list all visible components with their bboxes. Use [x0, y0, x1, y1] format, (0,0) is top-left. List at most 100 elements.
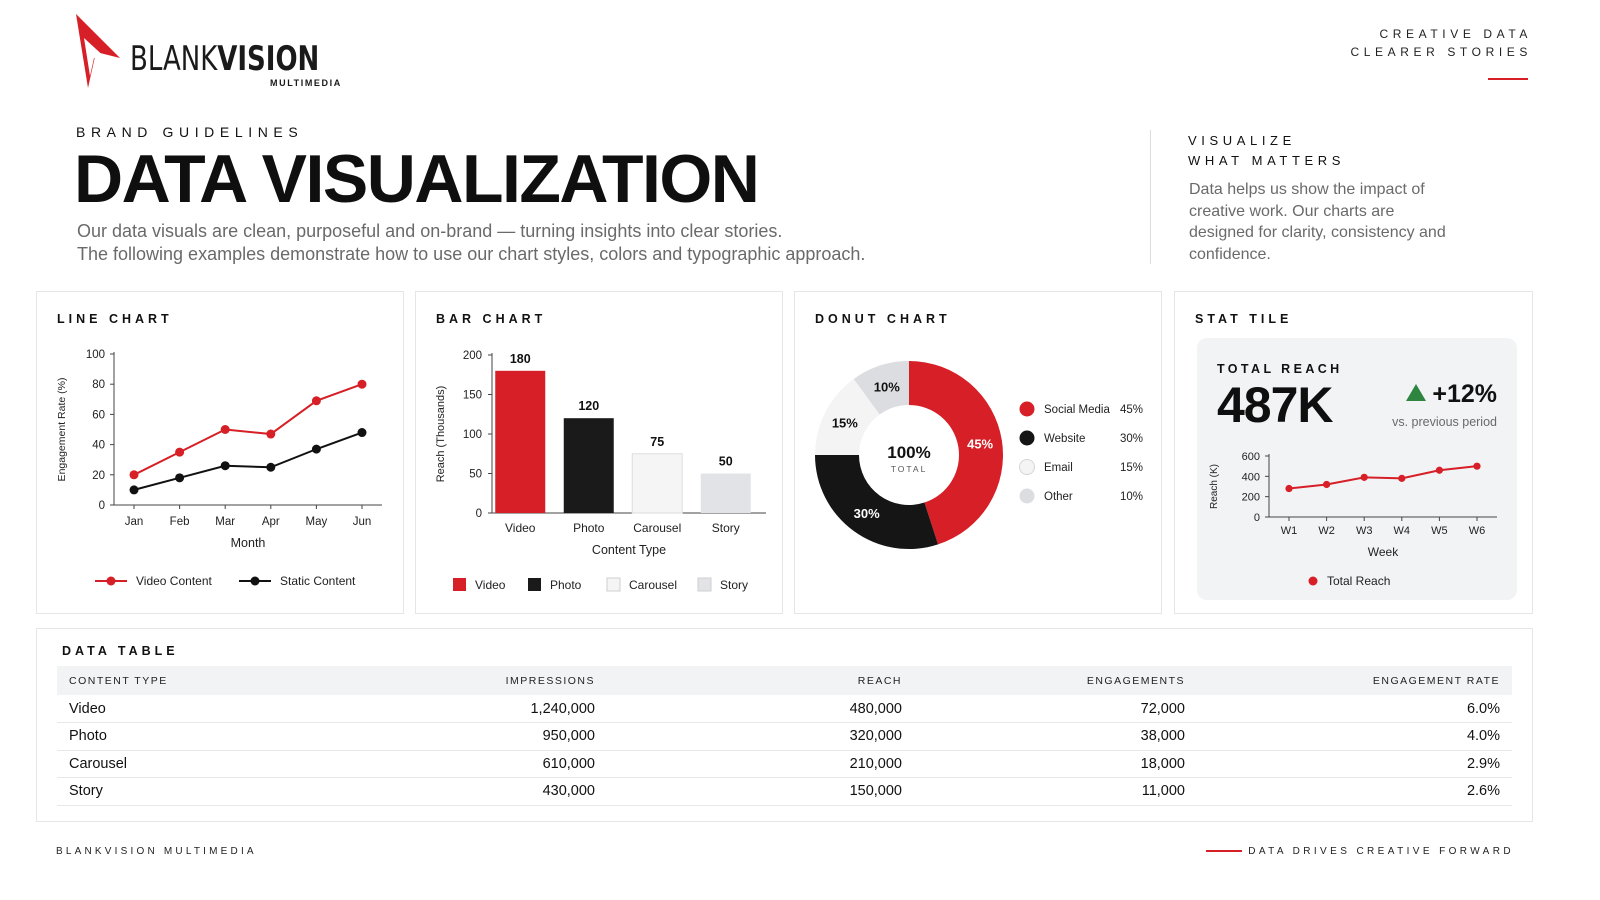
- table-cell: 72,000: [914, 695, 1197, 723]
- stat-label: TOTAL REACH: [1217, 362, 1343, 376]
- table-cell: 320,000: [607, 722, 914, 751]
- y-axis-title: Engagement Rate (%): [56, 378, 68, 482]
- footer-brand: BLANKVISION MULTIMEDIA: [56, 846, 257, 857]
- data-point: [266, 429, 276, 439]
- x-tick-label: Jun: [353, 516, 372, 528]
- bar: [495, 370, 546, 513]
- y-tick-label: 0: [476, 508, 482, 520]
- series-line: [133, 431, 363, 491]
- y-tick-label: 0: [99, 500, 105, 512]
- data-point: [311, 444, 321, 454]
- table-row: Video 1,240,000 480,000 72,000 6.0%: [57, 695, 1512, 723]
- legend-value: 30%: [1120, 433, 1143, 445]
- legend-swatch: [697, 577, 712, 592]
- table-cell: 6.0%: [1197, 695, 1512, 723]
- stat-value: 487K: [1217, 377, 1334, 433]
- table-cell: Photo: [57, 722, 407, 751]
- table-cell: Story: [57, 777, 407, 806]
- legend-label: Static Content: [280, 574, 356, 588]
- tagline-line-2: CLEARER STORIES: [1350, 45, 1532, 59]
- tagline-accent-rule: [1488, 78, 1528, 80]
- legend-value: 15%: [1120, 462, 1143, 474]
- legend-swatch: [1019, 459, 1035, 475]
- legend-label: Email: [1044, 462, 1073, 474]
- y-tick-label: 600: [1242, 451, 1260, 463]
- y-tick-label: 60: [92, 409, 105, 421]
- legend-swatch: [1019, 401, 1035, 417]
- column-header: CONTENT TYPE: [69, 674, 168, 687]
- y-tick-label: 100: [86, 349, 105, 361]
- stat-change-value: +12%: [1432, 380, 1497, 408]
- y-tick-label: 0: [1254, 512, 1260, 524]
- stat-chart-svg: 0 200 400 600 W1 W2 W3 W4 W5 W6 Week Reach (K) Total…: [1209, 451, 1497, 588]
- brand-tagline: CREATIVE DATA CLEARER STORIES: [1351, 25, 1532, 61]
- data-point: [357, 428, 367, 438]
- brand-mark-icon: [76, 14, 120, 88]
- donut-chart-svg: 45% 30% 15% 10% 100% TOTAL Social Media 45% Webs…: [815, 361, 1143, 549]
- legend-label: Video Content: [136, 574, 213, 588]
- brand-logo: BLANKVISION MULTIMEDIA: [74, 14, 340, 90]
- bar-chart-title: BAR CHART: [436, 312, 547, 326]
- data-point: [1398, 474, 1406, 482]
- x-tick-label: W4: [1394, 525, 1411, 537]
- intro-line-1: Our data visuals are clean, purposeful a…: [77, 221, 783, 241]
- brand-name-part2: VISION: [217, 39, 320, 79]
- y-tick-label: 150: [463, 390, 482, 402]
- x-tick-label: Feb: [170, 516, 190, 528]
- page-eyebrow: BRAND GUIDELINES: [76, 124, 304, 140]
- x-axis-title: Month: [231, 536, 266, 550]
- y-axis-title: Reach (K): [1209, 464, 1220, 509]
- page-intro: Our data visuals are clean, purposeful a…: [77, 220, 977, 266]
- x-tick-label: Mar: [215, 516, 235, 528]
- x-tick-label: W5: [1431, 525, 1448, 537]
- y-tick-label: 100: [463, 429, 482, 441]
- legend-swatch: [250, 576, 260, 586]
- table-cell: Video: [57, 695, 407, 723]
- data-point: [1285, 484, 1293, 493]
- table-cell: 11,000: [914, 777, 1197, 806]
- data-label: 75: [650, 435, 664, 449]
- x-tick-label: Carousel: [633, 521, 681, 535]
- legend-swatch: [1019, 488, 1035, 504]
- page-title: DATA VISUALIZATION: [74, 141, 760, 217]
- slice-label: 30%: [854, 506, 880, 521]
- x-tick-label: Story: [712, 521, 740, 535]
- legend-label: Website: [1044, 433, 1085, 445]
- y-axis-title: Reach (Thousands): [435, 386, 447, 483]
- legend-label: Photo: [550, 578, 582, 592]
- data-point: [1360, 473, 1368, 481]
- data-point: [311, 396, 321, 406]
- stat-note: vs. previous period: [1392, 415, 1497, 429]
- table-cell: Carousel: [57, 750, 407, 778]
- bar-chart-card: BAR CHART 0 50 100 150 200 180 Video 120 Photo 75…: [415, 291, 783, 614]
- data-point: [357, 379, 367, 389]
- sidebar-divider: [1150, 130, 1151, 264]
- sidebar-heading-line-2: WHAT MATTERS: [1188, 153, 1346, 168]
- x-tick-label: Video: [505, 521, 536, 535]
- legend-label: Other: [1044, 491, 1073, 503]
- legend-swatch: [606, 577, 621, 592]
- x-tick-label: W6: [1469, 525, 1486, 537]
- intro-line-2: The following examples demonstrate how t…: [77, 244, 866, 264]
- donut-slice: [909, 361, 1003, 545]
- legend-swatch: [453, 578, 466, 591]
- x-axis-title: Content Type: [592, 543, 666, 557]
- stat-tile-title: STAT TILE: [1195, 312, 1293, 326]
- line-chart-card: LINE CHART 0 20 40 60 80 100 Jan Feb Mar Apr May Ju…: [36, 291, 404, 614]
- donut-slice: [853, 361, 909, 415]
- sidebar-heading-line-1: VISUALIZE: [1188, 133, 1296, 148]
- legend-label: Story: [720, 578, 748, 592]
- x-tick-label: W3: [1356, 525, 1373, 537]
- stat-panel: TOTAL REACH 487K +12% vs. previous perio…: [1197, 338, 1517, 600]
- data-point: [175, 447, 185, 457]
- y-tick-label: 200: [463, 350, 482, 362]
- table-cell: 2.6%: [1197, 777, 1512, 806]
- table-cell: 950,000: [407, 722, 607, 751]
- brand-name-part1: BLANK: [130, 39, 218, 79]
- slice-label: 45%: [967, 437, 993, 452]
- slice-label: 15%: [832, 415, 858, 430]
- y-tick-label: 50: [469, 469, 482, 481]
- series-line: [1288, 465, 1478, 490]
- bar: [563, 418, 614, 513]
- data-point: [1473, 462, 1481, 470]
